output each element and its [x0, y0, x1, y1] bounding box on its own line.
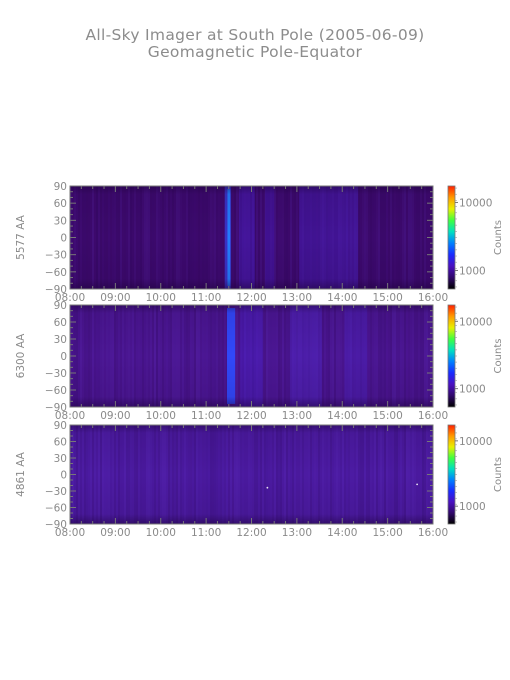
x-tick-label: 13:00 [282, 527, 312, 539]
colorbar-tick-label: 1000 [459, 501, 486, 513]
y-tick-label: −60 [45, 503, 67, 515]
colorbar-tick-label: 10000 [459, 436, 492, 448]
heatmap-image [70, 305, 433, 407]
chart-title: All-Sky Imager at South Pole (2005-06-09… [0, 27, 510, 61]
colorbar-gradient [448, 305, 455, 407]
colorbar: 10000 1000 Counts [447, 185, 504, 290]
heatmap-image [70, 425, 433, 524]
y-tick-label: 60 [54, 437, 67, 449]
y-tick-label: −30 [45, 368, 67, 380]
x-tick-label: 11:00 [191, 292, 221, 304]
title-line-1: All-Sky Imager at South Pole (2005-06-09… [85, 26, 425, 44]
y-tick-label: 30 [54, 453, 67, 465]
x-tick-label: 13:00 [282, 410, 312, 422]
x-tick-label: 15:00 [372, 410, 402, 422]
x-tick-label: 10:00 [146, 410, 176, 422]
y-tick-label: 90 [54, 181, 67, 193]
y-tick-label: 30 [54, 215, 67, 227]
colorbar-tick-label: 10000 [459, 316, 492, 328]
x-tick-label: 15:00 [372, 292, 402, 304]
y-tick-label: 0 [60, 351, 67, 363]
y-tick-label: −90 [45, 284, 67, 296]
colorbar-gradient [448, 425, 455, 524]
x-tick-label: 12:00 [236, 292, 266, 304]
colorbar-tick-label: 1000 [459, 265, 486, 277]
heatmap-vignette [70, 186, 433, 289]
y-tick-label: 30 [54, 334, 67, 346]
y-tick-label: 60 [54, 317, 67, 329]
heatmap-vignette [70, 425, 433, 524]
title-line-2: Geomagnetic Pole-Equator [147, 43, 363, 61]
heatmap-vignette [70, 305, 433, 407]
colorbar: 10000 1000 Counts [447, 304, 504, 408]
colorbar: 10000 1000 Counts [447, 424, 504, 525]
x-tick-label: 16:00 [418, 410, 448, 422]
colorbar-label: Counts [493, 339, 504, 374]
colorbar-tick-label: 10000 [459, 197, 492, 209]
x-tick-label: 13:00 [282, 292, 312, 304]
x-tick-label: 14:00 [327, 527, 357, 539]
x-tick-label: 14:00 [327, 410, 357, 422]
x-tick-label: 10:00 [146, 292, 176, 304]
y-tick-label: 90 [54, 420, 67, 432]
y-axis-label: 4861 AA [15, 451, 27, 497]
x-tick-label: 08:00 [55, 527, 85, 539]
y-tick-label: 90 [54, 300, 67, 312]
x-tick-label: 08:00 [55, 292, 85, 304]
y-tick-label: −90 [45, 519, 67, 531]
x-tick-label: 08:00 [55, 410, 85, 422]
y-tick-label: −90 [45, 402, 67, 414]
x-tick-label: 16:00 [418, 527, 448, 539]
x-tick-label: 16:00 [418, 292, 448, 304]
y-tick-label: −60 [45, 267, 67, 279]
x-tick-label: 09:00 [100, 292, 130, 304]
x-tick-label: 09:00 [100, 527, 130, 539]
y-tick-label: 0 [60, 233, 67, 245]
colorbar-gradient [448, 186, 455, 289]
y-tick-label: 0 [60, 470, 67, 482]
x-tick-label: 09:00 [100, 410, 130, 422]
y-axis-label: 6300 AA [15, 333, 27, 379]
y-tick-label: −30 [45, 486, 67, 498]
colorbar-label: Counts [493, 220, 504, 255]
x-tick-label: 14:00 [327, 292, 357, 304]
x-tick-label: 11:00 [191, 410, 221, 422]
y-tick-label: −30 [45, 250, 67, 262]
x-tick-label: 10:00 [146, 527, 176, 539]
colorbar-label: Counts [493, 457, 504, 492]
x-tick-label: 15:00 [372, 527, 402, 539]
x-tick-label: 11:00 [191, 527, 221, 539]
heatmap-image [70, 186, 433, 289]
y-tick-label: −60 [45, 385, 67, 397]
colorbar-tick-label: 1000 [459, 384, 486, 396]
y-axis-label: 5577 AA [15, 214, 27, 260]
x-tick-label: 12:00 [236, 527, 266, 539]
y-tick-label: 60 [54, 198, 67, 210]
x-tick-label: 12:00 [236, 410, 266, 422]
